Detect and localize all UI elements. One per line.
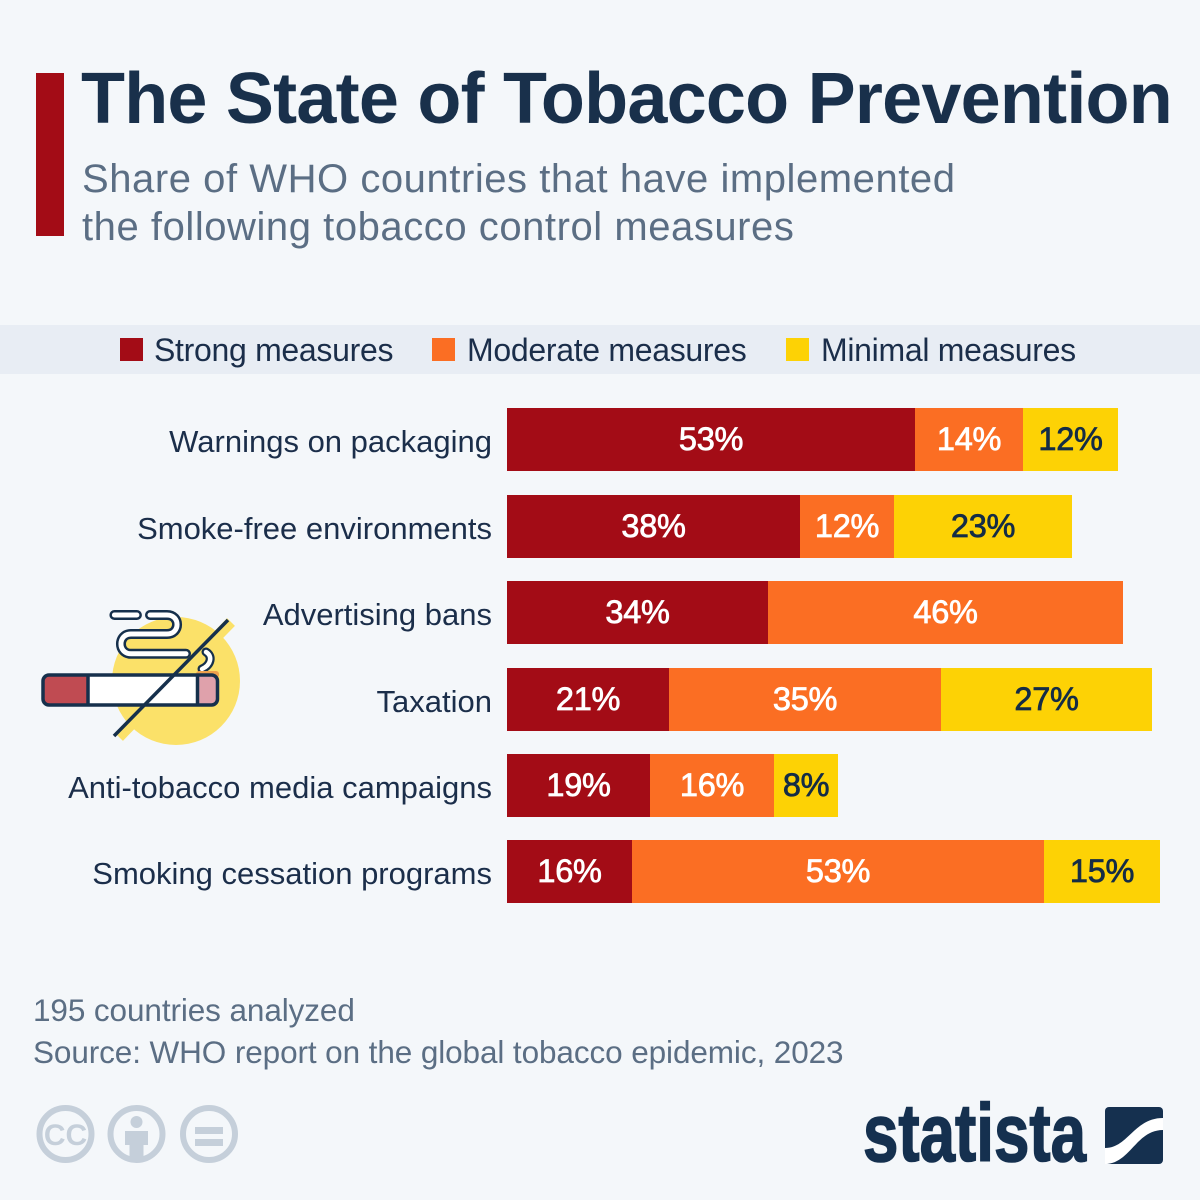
svg-text:statista: statista	[863, 1095, 1087, 1170]
svg-text:CC: CC	[44, 1119, 87, 1152]
